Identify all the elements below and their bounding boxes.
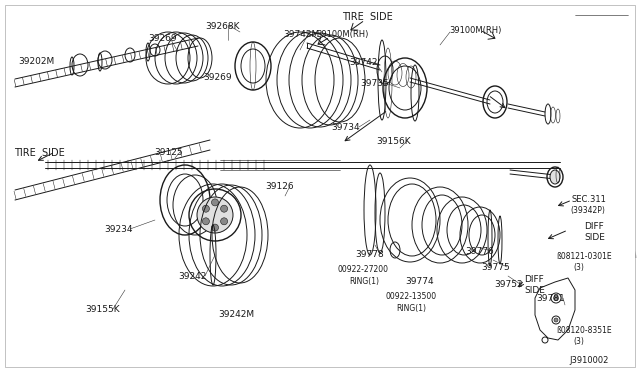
- Text: J3910002: J3910002: [569, 356, 609, 365]
- Ellipse shape: [550, 170, 560, 184]
- Text: ß08120-8351E: ß08120-8351E: [556, 326, 612, 335]
- Text: 39775: 39775: [481, 263, 509, 272]
- Polygon shape: [535, 8, 630, 260]
- Bar: [13, 9, 305, 135]
- Ellipse shape: [211, 199, 218, 206]
- Text: 39742: 39742: [349, 58, 378, 67]
- Text: 39268K: 39268K: [205, 22, 239, 31]
- Text: 39155K: 39155K: [85, 305, 120, 314]
- Ellipse shape: [211, 224, 218, 231]
- Ellipse shape: [554, 318, 558, 322]
- Text: ß08121-0301E: ß08121-0301E: [556, 252, 612, 261]
- Text: 00922-27200: 00922-27200: [338, 265, 389, 274]
- Text: 39125: 39125: [154, 148, 182, 157]
- Text: 39126: 39126: [265, 182, 294, 191]
- Bar: [504, 243, 510, 248]
- Ellipse shape: [554, 295, 559, 301]
- Bar: [502, 206, 511, 225]
- Text: 39100M(RH): 39100M(RH): [316, 30, 369, 39]
- Text: TIRE  SIDE: TIRE SIDE: [14, 148, 65, 158]
- Text: 39269: 39269: [148, 34, 177, 43]
- Text: 39735: 39735: [360, 79, 388, 88]
- Text: 39100M(RH): 39100M(RH): [449, 26, 501, 35]
- Text: SIDE: SIDE: [584, 233, 605, 242]
- Bar: [28, 289, 32, 293]
- Text: SIDE: SIDE: [524, 286, 545, 295]
- Bar: [505, 248, 509, 253]
- Text: 39242: 39242: [178, 272, 206, 281]
- Text: TIRE  SIDE: TIRE SIDE: [342, 12, 393, 22]
- Polygon shape: [535, 278, 575, 340]
- Text: 39752: 39752: [494, 280, 523, 289]
- Bar: [220, 165, 560, 335]
- Text: SEC.311: SEC.311: [572, 195, 607, 204]
- Text: (3): (3): [573, 263, 584, 272]
- Text: RING(1): RING(1): [349, 277, 379, 286]
- Ellipse shape: [202, 205, 209, 212]
- Text: 00922-13500: 00922-13500: [385, 292, 436, 301]
- Text: 39242M: 39242M: [218, 310, 254, 319]
- Ellipse shape: [197, 197, 233, 233]
- Text: 39202M: 39202M: [18, 57, 54, 66]
- Text: DIFF: DIFF: [524, 275, 544, 284]
- Text: 39734: 39734: [331, 123, 360, 132]
- Bar: [266, 178, 351, 248]
- Bar: [13, 175, 233, 360]
- Text: 39156K: 39156K: [376, 137, 411, 146]
- Text: 39774: 39774: [405, 277, 434, 286]
- Ellipse shape: [202, 218, 209, 225]
- Text: DIFF: DIFF: [584, 222, 604, 231]
- Ellipse shape: [221, 205, 228, 212]
- Text: (3): (3): [573, 337, 584, 346]
- Text: (39342P): (39342P): [570, 206, 605, 215]
- Text: RING(1): RING(1): [396, 304, 426, 313]
- Text: 39778: 39778: [355, 250, 384, 259]
- Bar: [27, 283, 33, 289]
- Text: 39776: 39776: [465, 247, 493, 256]
- Ellipse shape: [221, 218, 228, 225]
- Text: 39269: 39269: [203, 73, 232, 82]
- Bar: [26, 247, 35, 265]
- Text: 39781: 39781: [536, 294, 564, 303]
- Text: 39742M: 39742M: [283, 30, 319, 39]
- Text: 39234: 39234: [104, 225, 132, 234]
